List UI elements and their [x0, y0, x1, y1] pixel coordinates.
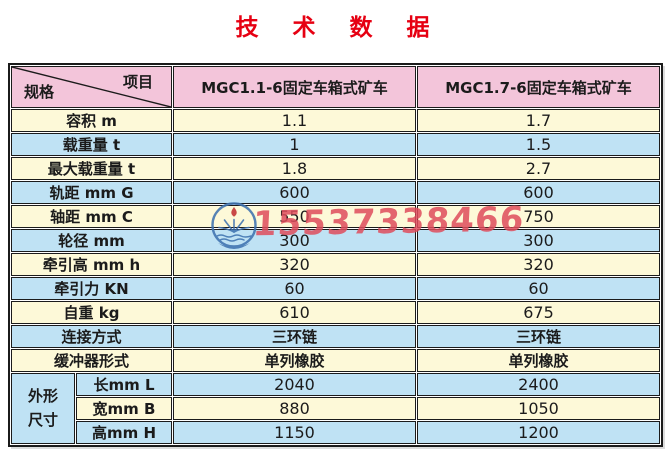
spec-value-cell: 610 — [173, 301, 416, 324]
spec-value-cell: 1 — [173, 133, 416, 156]
spec-sublabel-cell: 宽mm B — [76, 397, 172, 420]
spec-label-cell: 轮径 mm — [11, 229, 172, 252]
table-row: 高mm H 1150 1200 — [11, 421, 660, 444]
spec-value-cell: 600 — [417, 181, 660, 204]
table-row: 载重量 t 1 1.5 — [11, 133, 660, 156]
diagonal-divider — [12, 67, 171, 107]
column-header-mgc17: MGC1.7-6固定车箱式矿车 — [417, 66, 660, 108]
table-row: 轮径 mm 300 300 — [11, 229, 660, 252]
spec-sublabel-cell: 长mm L — [76, 373, 172, 396]
corner-label-spec: 规格 — [24, 83, 55, 101]
spec-value-cell: 1.8 — [173, 157, 416, 180]
spec-value-cell: 1050 — [417, 397, 660, 420]
spec-value-cell: 三环链 — [173, 325, 416, 348]
corner-label-project: 项目 — [122, 73, 153, 91]
spec-value-cell: 750 — [417, 205, 660, 228]
spec-label-cell: 容积 m — [11, 109, 172, 132]
spec-value-cell: 2.7 — [417, 157, 660, 180]
spec-label-cell: 牵引力 KN — [11, 277, 172, 300]
table-row: 最大载重量 t 1.8 2.7 — [11, 157, 660, 180]
dimension-group-label-cell: 外形尺寸 — [11, 373, 75, 444]
table-row: 宽mm B 880 1050 — [11, 397, 660, 420]
table-row: 牵引高 mm h 320 320 — [11, 253, 660, 276]
spec-label-cell: 牵引高 mm h — [11, 253, 172, 276]
spec-label-cell: 轨距 mm G — [11, 181, 172, 204]
spec-sublabel-cell: 高mm H — [76, 421, 172, 444]
spec-value-cell: 300 — [417, 229, 660, 252]
table-row: 自重 kg 610 675 — [11, 301, 660, 324]
spec-value-cell: 675 — [417, 301, 660, 324]
spec-value-cell: 60 — [173, 277, 416, 300]
header-row: 项目 规格 MGC1.1-6固定车箱式矿车 MGC1.7-6固定车箱式矿车 — [11, 66, 660, 108]
table-header: 项目 规格 MGC1.1-6固定车箱式矿车 MGC1.7-6固定车箱式矿车 — [11, 66, 660, 108]
table-row: 外形尺寸 长mm L 2040 2400 — [11, 373, 660, 444]
spec-label-cell: 轴距 mm C — [11, 205, 172, 228]
column-header-mgc11: MGC1.1-6固定车箱式矿车 — [173, 66, 416, 108]
table-row: 连接方式 三环链 三环链 — [11, 325, 660, 348]
corner-cell: 项目 规格 — [11, 66, 172, 108]
spec-value-cell: 1.1 — [173, 109, 416, 132]
spec-value-cell: 2040 — [173, 373, 416, 396]
spec-value-cell: 单列橡胶 — [173, 349, 416, 372]
table-row: 轨距 mm G 600 600 — [11, 181, 660, 204]
spec-value-cell: 60 — [417, 277, 660, 300]
spec-value-cell: 1150 — [173, 421, 416, 444]
table-row: 缓冲器形式 单列橡胶 单列橡胶 — [11, 349, 660, 372]
table-row: 轴距 mm C 550 750 — [11, 205, 660, 228]
spec-value-cell: 1200 — [417, 421, 660, 444]
spec-table: 项目 规格 MGC1.1-6固定车箱式矿车 MGC1.7-6固定车箱式矿车 容积… — [8, 63, 663, 447]
spec-value-cell: 单列橡胶 — [417, 349, 660, 372]
spec-value-cell: 880 — [173, 397, 416, 420]
spec-value-cell: 300 — [173, 229, 416, 252]
spec-label-cell: 连接方式 — [11, 325, 172, 348]
table-row: 牵引力 KN 60 60 — [11, 277, 660, 300]
spec-label-cell: 最大载重量 t — [11, 157, 172, 180]
spec-value-cell: 320 — [173, 253, 416, 276]
spec-value-cell: 1.5 — [417, 133, 660, 156]
spec-value-cell: 三环链 — [417, 325, 660, 348]
spec-value-cell: 600 — [173, 181, 416, 204]
spec-value-cell: 550 — [173, 205, 416, 228]
page-title: 技 术 数 据 — [235, 15, 443, 41]
spec-label-cell: 载重量 t — [11, 133, 172, 156]
spec-value-cell: 1.7 — [417, 109, 660, 132]
spec-value-cell: 2400 — [417, 373, 660, 396]
spec-label-cell: 自重 kg — [11, 301, 172, 324]
spec-label-cell: 缓冲器形式 — [11, 349, 172, 372]
table-row: 容积 m 1.1 1.7 — [11, 109, 660, 132]
spec-value-cell: 320 — [417, 253, 660, 276]
